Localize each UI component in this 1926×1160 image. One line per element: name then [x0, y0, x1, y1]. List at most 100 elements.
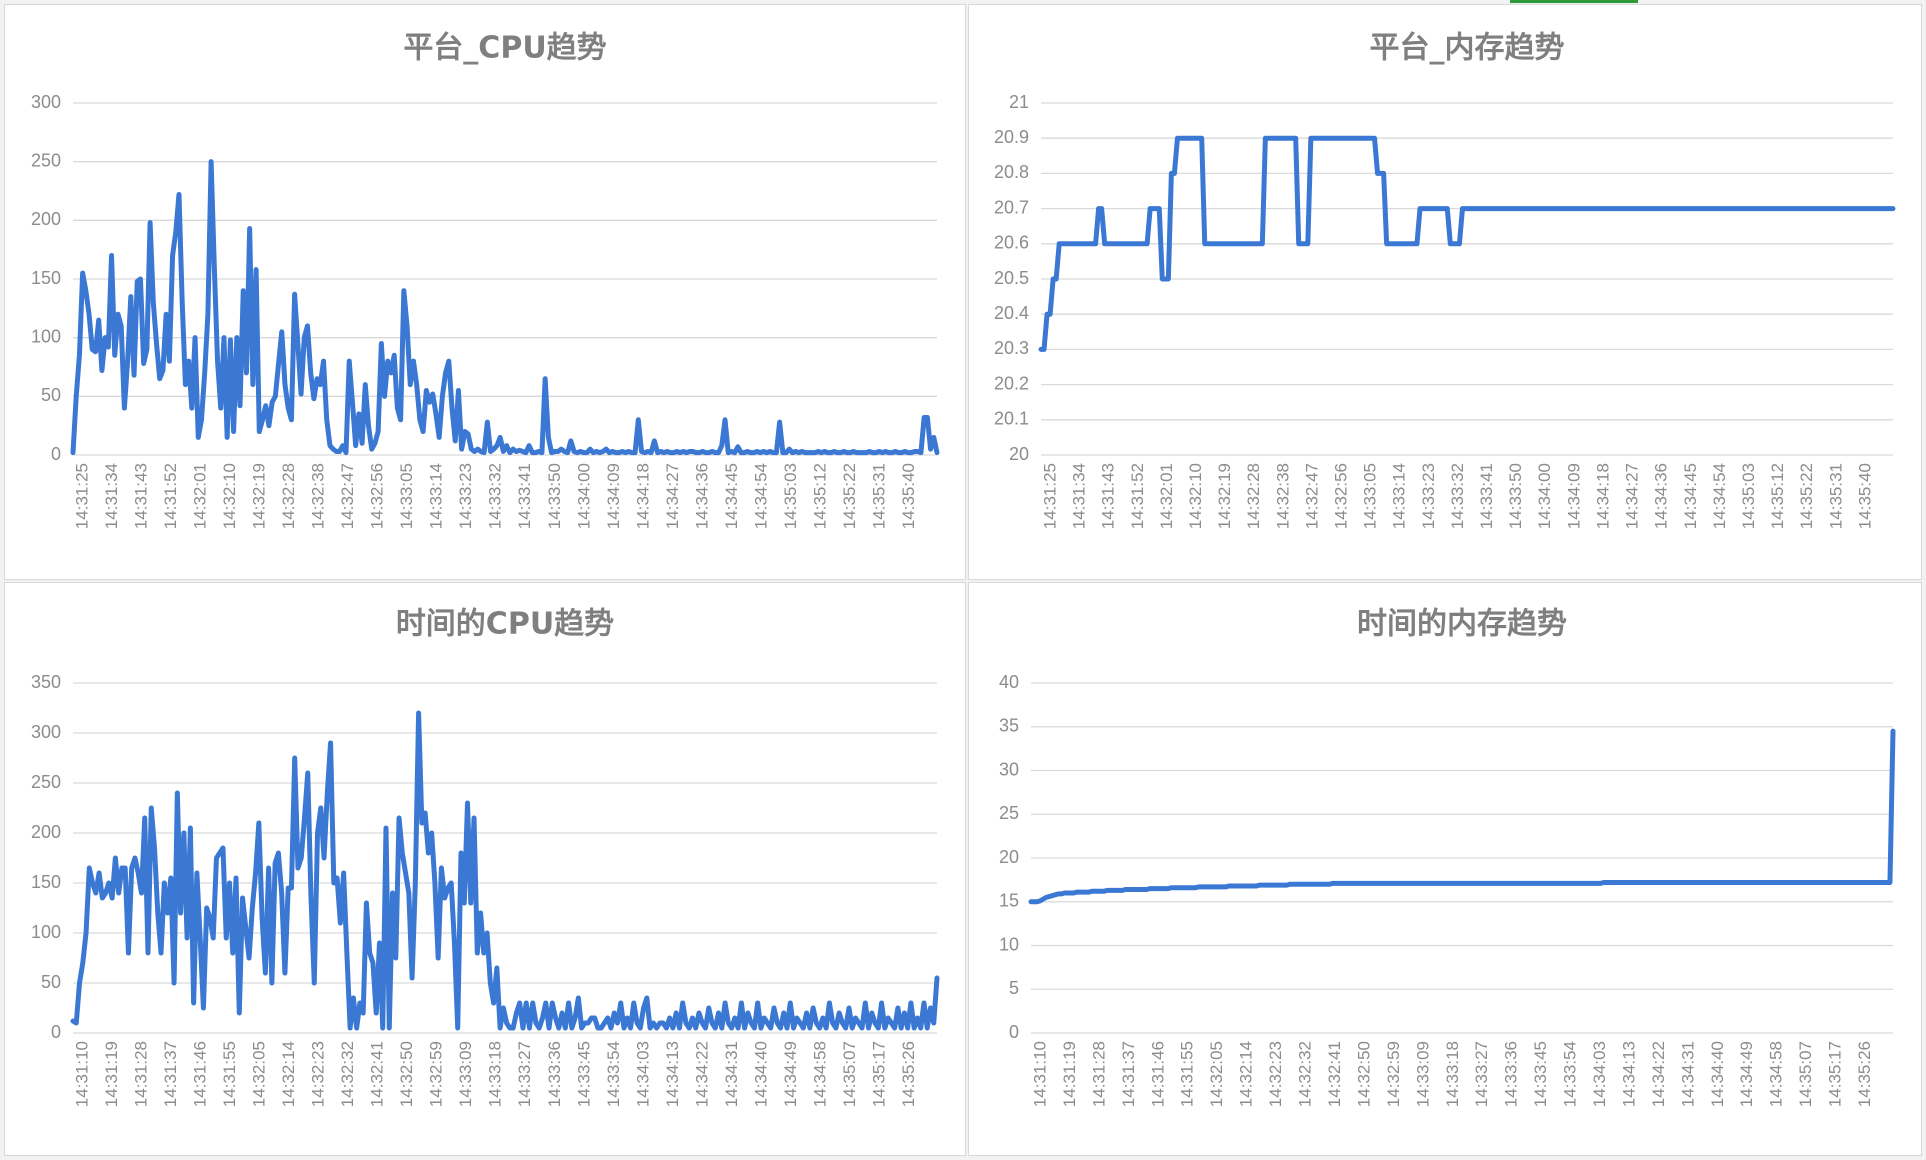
- x-tick-label: 14:33:36: [1502, 1041, 1521, 1107]
- y-tick-label: 0: [1009, 1022, 1019, 1042]
- x-tick-label: 14:34:36: [1652, 463, 1671, 529]
- x-tick-label: 14:32:19: [1215, 463, 1234, 529]
- x-tick-label: 14:32:56: [368, 463, 387, 529]
- x-tick-label: 14:35:07: [840, 1041, 859, 1107]
- y-tick-label: 5: [1009, 978, 1019, 998]
- top-accent-bar: [1510, 0, 1638, 3]
- x-tick-label: 14:34:31: [1678, 1041, 1697, 1107]
- x-tick-label: 14:33:23: [1419, 463, 1438, 529]
- x-tick-label: 14:32:05: [1207, 1041, 1226, 1107]
- x-tick-label: 14:32:14: [279, 1041, 298, 1107]
- x-tick-label: 14:32:38: [1273, 463, 1292, 529]
- y-tick-label: 200: [31, 822, 61, 842]
- x-tick-label: 14:32:41: [1325, 1041, 1344, 1107]
- x-tick-label: 14:34:22: [1649, 1041, 1668, 1107]
- y-tick-label: 300: [31, 722, 61, 742]
- y-tick-label: 150: [31, 268, 61, 288]
- chart-panel-time-memory[interactable]: 时间的内存趋势 0 5 10 15 20 25 30 35 40 14:31:10 14:31:19 1…: [968, 582, 1922, 1156]
- x-tick-label: 14:32:10: [220, 463, 239, 529]
- x-tick-label: 14:33:41: [1477, 463, 1496, 529]
- x-tick-label: 14:33:27: [515, 1041, 534, 1107]
- y-tick-label: 20.8: [994, 162, 1029, 182]
- y-tick-label: 100: [31, 326, 61, 346]
- x-tick-label: 14:33:50: [1506, 463, 1525, 529]
- x-tick-label: 14:33:27: [1472, 1041, 1491, 1107]
- x-tick-label: 14:33:14: [1390, 463, 1409, 529]
- x-tick-label: 14:32:28: [279, 463, 298, 529]
- x-tick-label: 14:33:54: [604, 1041, 623, 1107]
- x-tick-label: 14:33:23: [456, 463, 475, 529]
- x-tick-label: 14:35:03: [1739, 463, 1758, 529]
- x-tick-label: 14:32:50: [1354, 1041, 1373, 1107]
- x-tick-label: 14:34:58: [1767, 1041, 1786, 1107]
- y-tick-label: 20.7: [994, 197, 1029, 217]
- x-tick-label: 14:34:22: [692, 1041, 711, 1107]
- x-tick-label: 14:32:56: [1332, 463, 1351, 529]
- x-tick-label: 14:34:49: [781, 1041, 800, 1107]
- y-tick-label: 21: [1009, 92, 1029, 112]
- y-tick-label: 20.5: [994, 268, 1029, 288]
- x-tick-label: 14:33:14: [427, 463, 446, 529]
- x-tick-label: 14:31:46: [191, 1041, 210, 1107]
- y-tick-label: 0: [51, 1022, 61, 1042]
- y-tick-label: 20: [1009, 444, 1029, 464]
- x-tick-label: 14:31:37: [1119, 1041, 1138, 1107]
- chart-panel-platform-memory[interactable]: 平台_内存趋势 20 20.1 20.2 20.3 20.4 20.5 20.6 20.7 20.…: [968, 4, 1922, 580]
- x-tick-label: 14:31:52: [1128, 463, 1147, 529]
- x-tick-label: 14:32:41: [368, 1041, 387, 1107]
- y-tick-label: 20.6: [994, 233, 1029, 253]
- x-tick-label: 14:31:28: [132, 1041, 151, 1107]
- x-tick-label: 14:34:00: [574, 463, 593, 529]
- x-tick-label: 14:33:41: [515, 463, 534, 529]
- x-tick-label: 14:34:27: [1623, 463, 1642, 529]
- x-tick-label: 14:32:14: [1237, 1041, 1256, 1107]
- x-tick-label: 14:33:45: [574, 1041, 593, 1107]
- y-tick-label: 250: [31, 772, 61, 792]
- x-tick-label: 14:34:36: [692, 463, 711, 529]
- x-tick-label: 14:32:50: [397, 1041, 416, 1107]
- y-tick-label: 20.1: [994, 409, 1029, 429]
- x-tick-label: 14:35:22: [840, 463, 859, 529]
- chart-panel-platform-cpu[interactable]: 平台_CPU趋势 0 50 100 150 200 250 300 14:31:25 14:31:…: [4, 4, 966, 580]
- x-tick-label: 14:32:10: [1186, 463, 1205, 529]
- y-tick-label: 25: [999, 803, 1019, 823]
- x-tick-label: 14:32:01: [191, 463, 210, 529]
- x-tick-label: 14:34:00: [1535, 463, 1554, 529]
- x-tick-label: 14:31:10: [1030, 1041, 1049, 1107]
- y-tick-label: 200: [31, 209, 61, 229]
- x-tick-label: 14:31:52: [161, 463, 180, 529]
- x-tick-label: 14:31:19: [102, 1041, 121, 1107]
- x-tick-label: 14:33:54: [1561, 1041, 1580, 1107]
- x-tick-label: 14:32:32: [1296, 1041, 1315, 1107]
- series-line: [70, 159, 940, 456]
- x-tick-label: 14:34:27: [663, 463, 682, 529]
- x-tick-label: 14:33:36: [545, 1041, 564, 1107]
- chart-title: 时间的CPU趋势: [396, 607, 614, 642]
- x-tick-label: 14:34:40: [1708, 1041, 1727, 1107]
- x-tick-label: 14:31:43: [1099, 463, 1118, 529]
- x-tick-label: 14:34:40: [751, 1041, 770, 1107]
- y-tick-label: 100: [31, 922, 61, 942]
- x-tick-label: 14:31:34: [102, 463, 121, 529]
- chart-svg: 时间的内存趋势 0 5 10 15 20 25 30 35 40 14:31:10 14:31:19 1…: [999, 607, 1896, 1107]
- x-tick-label: 14:31:25: [72, 463, 91, 529]
- x-tick-label: 14:35:17: [1826, 1041, 1845, 1107]
- chart-panel-time-cpu[interactable]: 时间的CPU趋势 0 50 100 150 200 250 300 350 14:31:10 14:…: [4, 582, 966, 1156]
- series-line: [1028, 728, 1896, 905]
- x-tick-label: 14:34:09: [1564, 463, 1583, 529]
- x-tick-label: 14:31:37: [161, 1041, 180, 1107]
- chart-svg: 平台_CPU趋势 0 50 100 150 200 250 300 14:31:25 14:31:…: [31, 31, 940, 529]
- x-tick-label: 14:34:31: [722, 1041, 741, 1107]
- x-tick-label: 14:35:26: [1855, 1041, 1874, 1107]
- y-tick-label: 50: [41, 972, 61, 992]
- x-tick-label: 14:35:31: [1826, 463, 1845, 529]
- x-tick-label: 14:33:45: [1531, 1041, 1550, 1107]
- x-tick-label: 14:33:18: [1443, 1041, 1462, 1107]
- x-tick-label: 14:35:12: [810, 463, 829, 529]
- x-tick-label: 14:34:54: [751, 463, 770, 529]
- x-tick-label: 14:34:13: [663, 1041, 682, 1107]
- x-tick-label: 14:31:19: [1060, 1041, 1079, 1107]
- x-tick-label: 14:32:59: [427, 1041, 446, 1107]
- y-tick-label: 20.4: [994, 303, 1029, 323]
- x-tick-label: 14:34:45: [722, 463, 741, 529]
